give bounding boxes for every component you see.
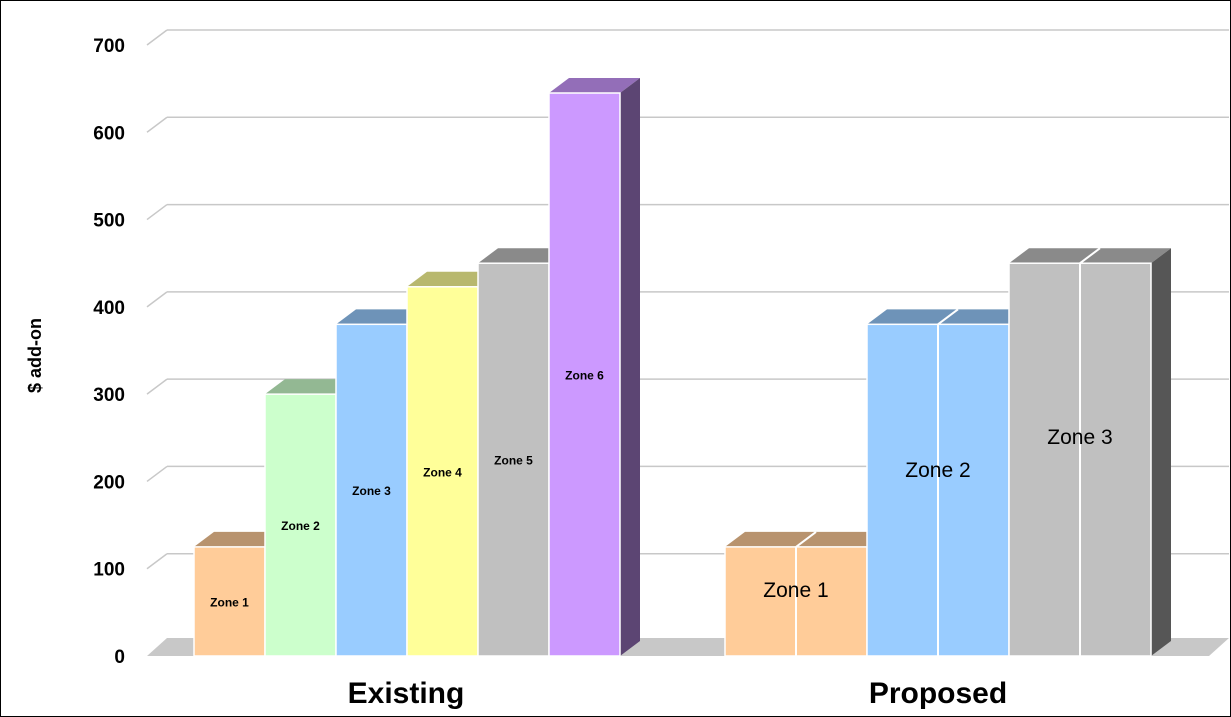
bar-proposed-zone-1-top-divider [795,531,817,548]
y-tick-label-600: 600 [93,123,125,144]
y-tick-label-200: 200 [93,472,125,493]
bar-existing-zone-2-front [264,393,337,657]
bar-existing-zone-5-top [478,248,569,264]
bar-existing-zone-4-front [406,286,479,657]
x-category-label-proposed: Proposed [869,677,1007,710]
y-axis-label: $ add-on [25,318,45,393]
x-category-label-existing: Existing [348,677,465,710]
bar-proposed-zone-2-top-divider [937,308,959,326]
bar-existing-zone-4-label: Zone 4 [423,465,462,479]
bar-existing-zone-1-top [194,531,285,547]
bar-existing-zone-6-front [548,92,621,657]
gridline-connector-200 [146,465,168,483]
bar-existing-zone-6-top [549,78,640,94]
gridline-connector-100 [146,553,168,570]
gridline-connector-400 [146,291,168,308]
bar-existing-zone-6-side [620,78,640,656]
bar-existing-zone-3-label: Zone 3 [352,484,391,498]
y-tick-label-0: 0 [114,647,125,668]
bar-proposed-zone-3-top-divider [1079,247,1101,265]
gridline-connector-300 [146,378,168,395]
y-tick-label-500: 500 [93,211,125,232]
gridline-connector-500 [146,203,168,221]
bar-existing-zone-4-top [407,271,498,287]
gridline-connector-600 [146,116,168,133]
y-tick-label-100: 100 [93,560,125,581]
bar-existing-zone-3-top [336,309,427,325]
bar-existing-zone-2-top [265,379,356,395]
bar-proposed-zone-1-label: Zone 1 [763,579,828,602]
y-tick-label-300: 300 [93,385,125,406]
bar-proposed-zone-2-label: Zone 2 [905,459,970,482]
bar-existing-zone-1-label: Zone 1 [210,595,249,609]
bar-existing-zone-5-label: Zone 5 [494,454,533,468]
bar-existing-zone-6-label: Zone 6 [565,369,604,383]
y-tick-label-400: 400 [93,298,125,319]
bar-existing-zone-2-label: Zone 2 [281,519,320,533]
bar-proposed-zone-3-label: Zone 3 [1047,426,1112,449]
bar-existing-zone-3-front [335,323,408,657]
y-tick-label-700: 700 [93,36,125,57]
gridline-connector-700 [146,29,168,46]
bar-proposed-zone-3-side [1151,248,1171,656]
